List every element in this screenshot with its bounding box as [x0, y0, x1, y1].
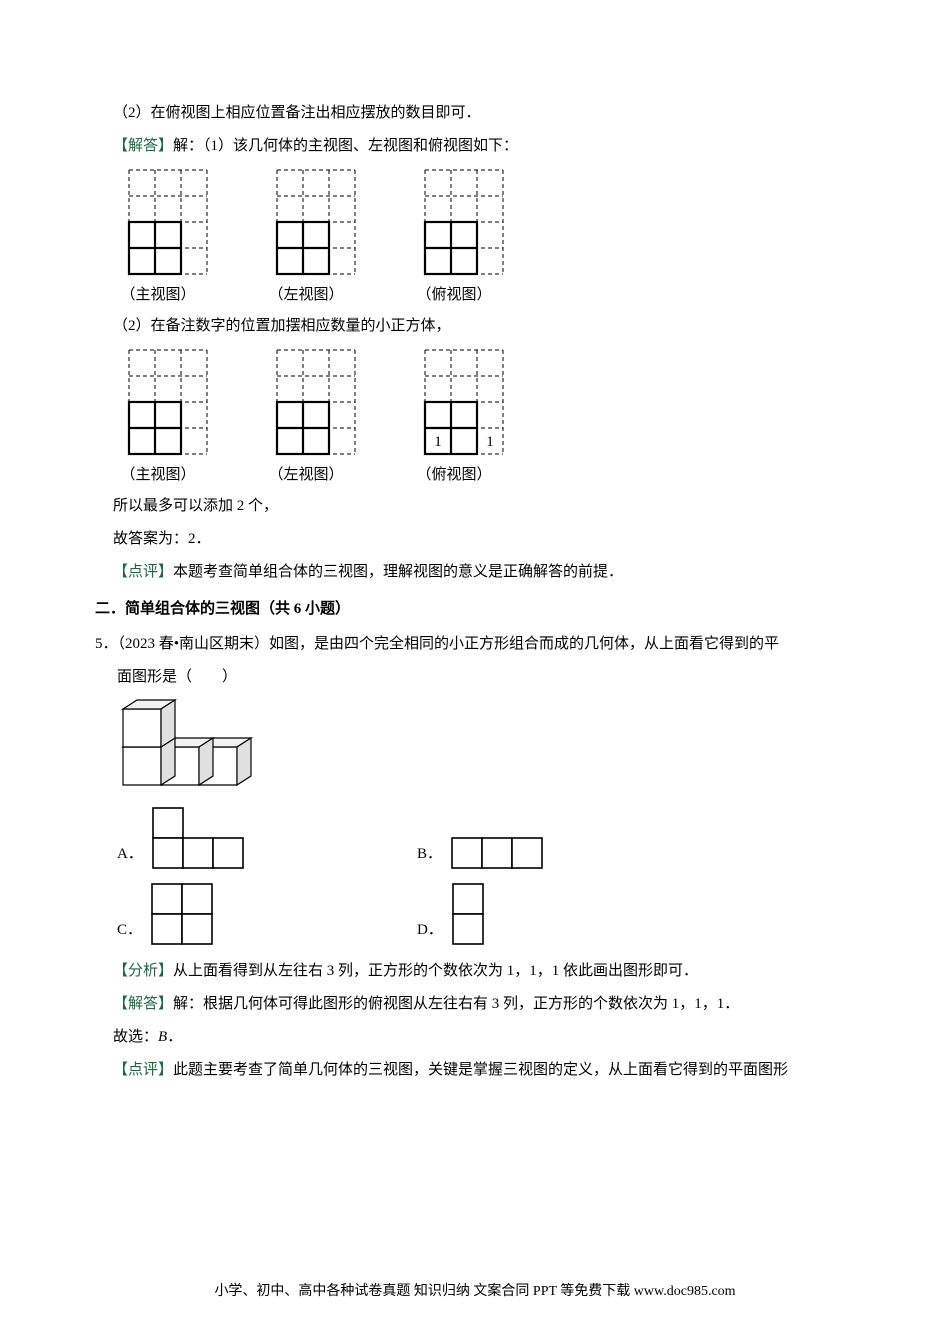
front-label-2: （主视图）: [120, 462, 195, 489]
comment-text-2: 此题主要考查了简单几何体的三视图，关键是掌握三视图的定义，从上面看它得到的平面图…: [173, 1062, 788, 1078]
solve-line: 【解答】解：（1）该几何体的主视图、左视图和俯视图如下：: [95, 133, 855, 160]
q5-line2: 面图形是（ ）: [95, 664, 855, 691]
choice-answer: B: [158, 1029, 167, 1045]
comment-text: 本题考查简单组合体的三视图，理解视图的意义是正确解答的前提．: [173, 564, 623, 580]
option-c-svg: [150, 882, 214, 946]
choice-line: 故选：B．: [95, 1024, 855, 1051]
options-row-cd: C． D．: [117, 882, 855, 946]
analysis-tag: 【分析】: [113, 963, 173, 979]
top-label-2: （俯视图）: [416, 462, 491, 489]
diagram-row-1: （主视图） （左视图） （俯视图）: [105, 168, 855, 309]
analysis-line: 【分析】从上面看得到从左往右 3 列，正方形的个数依次为 1，1，1 依此画出图…: [95, 958, 855, 985]
svg-text:1: 1: [434, 434, 442, 450]
top-view-svg: [401, 168, 507, 278]
text-step2: （2）在俯视图上相应位置备注出相应摆放的数目即可．: [95, 100, 855, 127]
text-conclusion: 所以最多可以添加 2 个，: [95, 493, 855, 520]
section-header: 二．简单组合体的三视图（共 6 小题）: [95, 596, 855, 623]
option-d-label: D．: [417, 917, 443, 944]
solve-tag-2: 【解答】: [113, 996, 173, 1012]
option-c: C．: [117, 882, 417, 946]
option-d: D．: [417, 882, 485, 946]
front-view-block-2: （主视图）: [105, 348, 211, 489]
left-view-svg: [253, 168, 359, 278]
options-row-ab: A． B．: [117, 806, 855, 870]
left-label: （左视图）: [268, 282, 343, 309]
left-label-2: （左视图）: [268, 462, 343, 489]
top-view-svg-2: 11: [401, 348, 507, 458]
diagram-row-2: （主视图） （左视图） 11 （俯视图）: [105, 348, 855, 489]
front-view-block-1: （主视图）: [105, 168, 211, 309]
solve-text: 解：（1）该几何体的主视图、左视图和俯视图如下：: [173, 138, 518, 154]
left-view-block-2: （左视图）: [253, 348, 359, 489]
option-b: B．: [417, 806, 544, 870]
top-view-block-1: （俯视图）: [401, 168, 507, 309]
choice-end: ．: [167, 1029, 182, 1045]
comment-tag-2: 【点评】: [113, 1062, 173, 1078]
solve-tag: 【解答】: [113, 138, 173, 154]
left-view-svg-2: [253, 348, 359, 458]
option-c-label: C．: [117, 917, 142, 944]
front-label: （主视图）: [120, 282, 195, 309]
solve-text-2: 解：根据几何体可得此图形的俯视图从左往右有 3 列，正方形的个数依次为 1，1，…: [173, 996, 739, 1012]
option-b-svg: [450, 836, 544, 870]
front-view-svg: [105, 168, 211, 278]
cube-figure: [117, 699, 855, 794]
choice-prefix: 故选：: [113, 1029, 158, 1045]
option-a-svg: [151, 806, 245, 870]
page-footer: 小学、初中、高中各种试卷真题 知识归纳 文案合同 PPT 等免费下载 www.d…: [0, 1279, 950, 1304]
top-label: （俯视图）: [416, 282, 491, 309]
comment-line-2: 【点评】此题主要考查了简单几何体的三视图，关键是掌握三视图的定义，从上面看它得到…: [95, 1057, 855, 1084]
analysis-text: 从上面看得到从左往右 3 列，正方形的个数依次为 1，1，1 依此画出图形即可．: [173, 963, 698, 979]
option-b-label: B．: [417, 841, 442, 868]
svg-text:1: 1: [486, 434, 494, 450]
option-a: A．: [117, 806, 417, 870]
solve-line-2: 【解答】解：根据几何体可得此图形的俯视图从左往右有 3 列，正方形的个数依次为 …: [95, 991, 855, 1018]
top-view-block-2: 11 （俯视图）: [401, 348, 507, 489]
text-answer: 故答案为：2．: [95, 526, 855, 553]
q5-line1: 5．（2023 春•南山区期末）如图，是由四个完全相同的小正方形组合而成的几何体…: [95, 631, 855, 658]
cube-3d-svg: [117, 699, 257, 794]
text-step2b: （2）在备注数字的位置加摆相应数量的小正方体，: [95, 313, 855, 340]
left-view-block-1: （左视图）: [253, 168, 359, 309]
comment-line: 【点评】本题考查简单组合体的三视图，理解视图的意义是正确解答的前提．: [95, 559, 855, 586]
option-a-label: A．: [117, 841, 143, 868]
option-d-svg: [451, 882, 485, 946]
front-view-svg-2: [105, 348, 211, 458]
comment-tag: 【点评】: [113, 564, 173, 580]
